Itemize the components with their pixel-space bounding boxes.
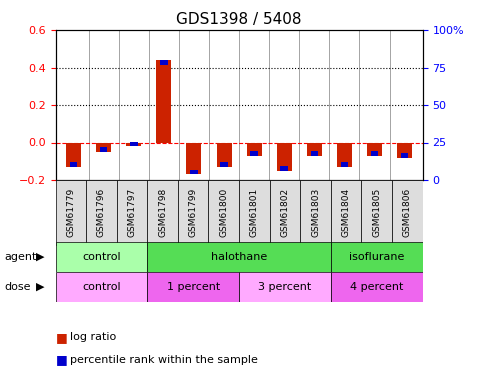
Text: GSM61800: GSM61800 [219, 188, 228, 237]
Text: GSM61806: GSM61806 [403, 188, 412, 237]
Text: control: control [82, 252, 121, 262]
Text: GSM61802: GSM61802 [281, 188, 289, 237]
Bar [156, 60, 171, 142]
Text: log ratio: log ratio [70, 333, 116, 342]
Text: 3 percent: 3 percent [258, 282, 312, 292]
Text: ■: ■ [56, 354, 67, 366]
Text: GSM61801: GSM61801 [250, 188, 259, 237]
Text: ▶: ▶ [36, 282, 45, 292]
Text: GSM61804: GSM61804 [341, 188, 351, 237]
Text: GSM61805: GSM61805 [372, 188, 381, 237]
Bar [401, 153, 408, 158]
Bar [270, 180, 300, 246]
Bar [337, 142, 352, 167]
Text: GSM61798: GSM61798 [158, 188, 167, 237]
Text: GSM61799: GSM61799 [189, 188, 198, 237]
Text: halothane: halothane [211, 252, 267, 262]
Bar [96, 142, 111, 152]
Bar [307, 142, 322, 156]
Text: agent: agent [5, 252, 37, 262]
Bar [178, 180, 209, 246]
Bar [190, 170, 198, 174]
Text: percentile rank within the sample: percentile rank within the sample [70, 355, 258, 365]
Bar [239, 180, 270, 246]
Text: ▶: ▶ [36, 252, 45, 262]
Bar [300, 180, 331, 246]
Bar [367, 142, 382, 156]
Bar [361, 180, 392, 246]
Bar [160, 60, 168, 64]
Bar [147, 272, 239, 302]
Bar [147, 242, 331, 272]
Bar [209, 180, 239, 246]
Text: isoflurane: isoflurane [349, 252, 404, 262]
Bar [220, 162, 228, 167]
Bar [281, 166, 288, 171]
Bar [397, 142, 412, 158]
Bar [277, 142, 292, 171]
Bar [56, 180, 86, 246]
Bar [341, 162, 348, 167]
Bar [126, 142, 142, 146]
Bar [247, 142, 262, 156]
Bar [70, 162, 77, 167]
Bar [239, 272, 331, 302]
Bar [392, 180, 423, 246]
Text: GSM61779: GSM61779 [66, 188, 75, 237]
Text: 4 percent: 4 percent [350, 282, 403, 292]
Bar [86, 180, 117, 246]
Text: 1 percent: 1 percent [167, 282, 220, 292]
Bar [56, 272, 147, 302]
Bar [56, 242, 147, 272]
Bar [130, 142, 138, 146]
Bar [331, 242, 423, 272]
Bar [331, 272, 423, 302]
Bar [331, 180, 361, 246]
Text: ■: ■ [56, 331, 67, 344]
Text: dose: dose [5, 282, 31, 292]
Bar [117, 180, 147, 246]
Bar [216, 142, 231, 167]
Text: GSM61803: GSM61803 [311, 188, 320, 237]
Bar [250, 151, 258, 156]
Title: GDS1398 / 5408: GDS1398 / 5408 [176, 12, 302, 27]
Text: control: control [82, 282, 121, 292]
Bar [371, 151, 378, 156]
Text: GSM61797: GSM61797 [128, 188, 137, 237]
Text: GSM61796: GSM61796 [97, 188, 106, 237]
Bar [66, 142, 81, 167]
Bar [147, 180, 178, 246]
Bar [186, 142, 201, 174]
Bar [100, 147, 107, 152]
Bar [311, 151, 318, 156]
